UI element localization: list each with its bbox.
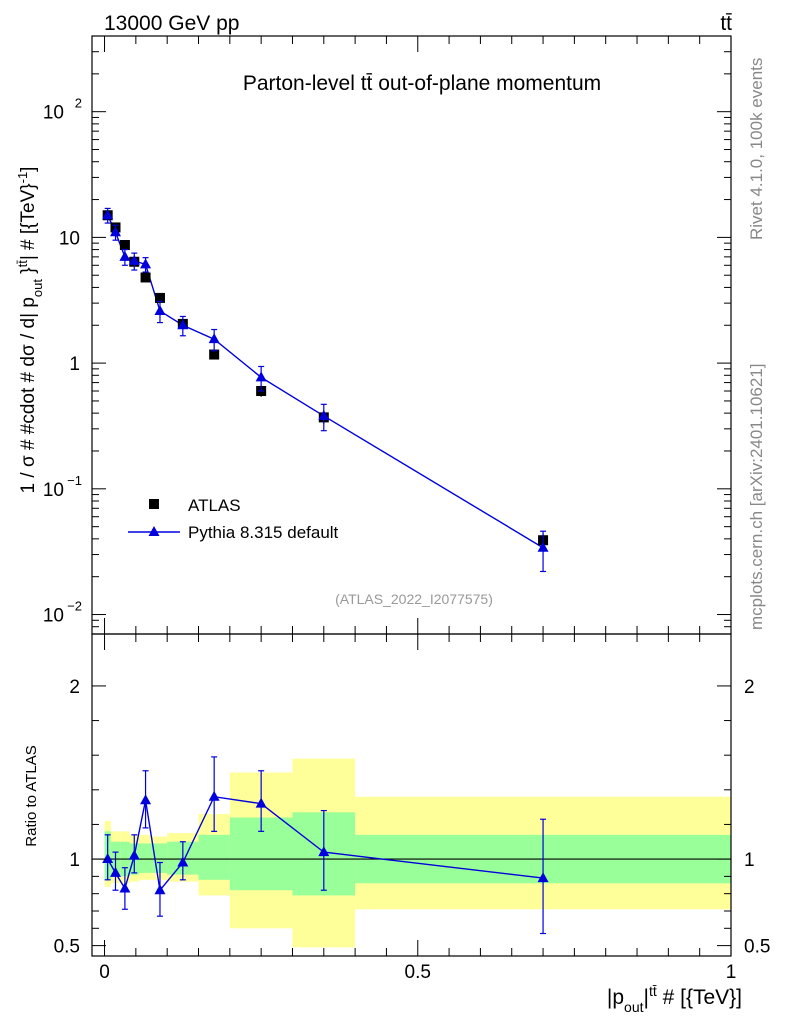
top-y-tick-label: 10	[59, 228, 80, 249]
top-y-tick-exponent: −2	[67, 599, 82, 614]
top-y-tick-exponent: −1	[67, 473, 82, 488]
ratio-point	[255, 797, 267, 808]
rivet-label: Rivet 4.1.0, 100k events	[747, 58, 766, 240]
top-y-tick-label: 10	[43, 606, 64, 627]
top-y-tick-label: 10	[43, 103, 64, 124]
ratio-y-tick-label-right: 1	[744, 850, 755, 871]
ratio-band-inner	[138, 843, 153, 873]
ratio-point	[154, 884, 166, 895]
ratio-point	[140, 794, 152, 805]
xlabel-text: |p	[607, 986, 624, 1009]
legend: ATLAS Pythia 8.315 default	[128, 496, 339, 542]
top-y-tick-exponent: 2	[75, 96, 82, 111]
ylabel-text: 1 / σ # #cdot # dσ / d| p	[18, 297, 39, 493]
mc-line	[107, 214, 544, 549]
mc-point	[119, 250, 131, 261]
ratio-panel-frame	[91, 633, 732, 957]
ylabel-sub: out	[30, 279, 45, 297]
mc-point	[537, 541, 549, 552]
mc-point	[318, 409, 330, 420]
legend-marker-pythia	[148, 526, 160, 536]
ratio-point	[102, 853, 114, 864]
mc-point	[109, 226, 121, 237]
data-point	[209, 349, 220, 360]
xlabel-text: # [{TeV}]	[657, 986, 742, 1009]
x-tick-label: 1	[726, 962, 737, 983]
mc-point	[102, 209, 114, 220]
top-y-tick-label: 1	[69, 354, 80, 375]
mc-point	[140, 258, 152, 269]
legend-label-pythia: Pythia 8.315 default	[188, 523, 339, 542]
ratio-point	[177, 856, 189, 867]
ratio-y-tick-label: 1	[69, 850, 80, 871]
ratio-marks	[102, 756, 549, 935]
ratio-y-axis-label: Ratio to ATLAS	[23, 745, 40, 846]
ylabel-text: ]	[18, 167, 39, 172]
data-point	[154, 292, 165, 303]
ylabel-sup: tt̄	[15, 260, 30, 268]
ratio-y-tick-label: 2	[69, 677, 80, 698]
top-panel-marks	[102, 207, 549, 573]
mc-point	[255, 371, 267, 382]
top-y-tick-label: 10	[43, 480, 64, 501]
legend-marker-atlas	[149, 499, 159, 509]
ratio-point	[128, 849, 140, 860]
data-point	[140, 272, 151, 283]
analysis-id: (ATLAS_2022_I2077575)	[335, 591, 493, 607]
ratio-point	[318, 846, 330, 857]
xlabel-text: |	[644, 986, 649, 1009]
ratio-point	[208, 790, 220, 801]
x-tick-label: 0	[99, 962, 110, 983]
top-y-axis-label: 1 / σ # #cdot # dσ / d| pout }tt̄| # [{T…	[15, 167, 45, 494]
ratio-point	[537, 872, 549, 883]
ratio-point	[119, 882, 131, 893]
ylabel-sup: -1	[15, 172, 30, 184]
ratio-panel-ticks: 0 0.5 1 0.5 0.5 1 1 2 2	[54, 634, 770, 983]
mc-point	[128, 254, 140, 265]
xlabel-sup: tt̄	[649, 983, 657, 999]
ylabel-text: }	[18, 267, 39, 279]
ratio-point	[109, 866, 121, 877]
ratio-y-tick-label-right: 2	[744, 677, 755, 698]
x-axis-label: |pout|tt̄ # [{TeV}]	[607, 983, 742, 1015]
top-panel-frame	[91, 35, 732, 635]
header-left: 13000 GeV pp	[104, 12, 239, 35]
ratio-y-tick-label-right: 0.5	[744, 937, 770, 958]
mcplots-label: mcplots.cern.ch [arXiv:2401.10621]	[747, 364, 766, 630]
mc-point	[208, 333, 220, 344]
ratio-y-tick-label: 0.5	[54, 937, 80, 958]
ylabel-text: | # [{TeV}	[18, 183, 39, 260]
x-tick-label: 0.5	[405, 962, 431, 983]
mc-point	[154, 304, 166, 315]
xlabel-sub: out	[624, 999, 644, 1015]
ratio-band-inner	[198, 834, 230, 880]
chart-title: Parton-level tt̄ out-of-plane momentum	[243, 72, 601, 95]
header-right: tt̄	[720, 12, 732, 35]
data-point	[119, 239, 130, 250]
mc-point	[177, 319, 189, 330]
legend-label-atlas: ATLAS	[188, 496, 241, 515]
